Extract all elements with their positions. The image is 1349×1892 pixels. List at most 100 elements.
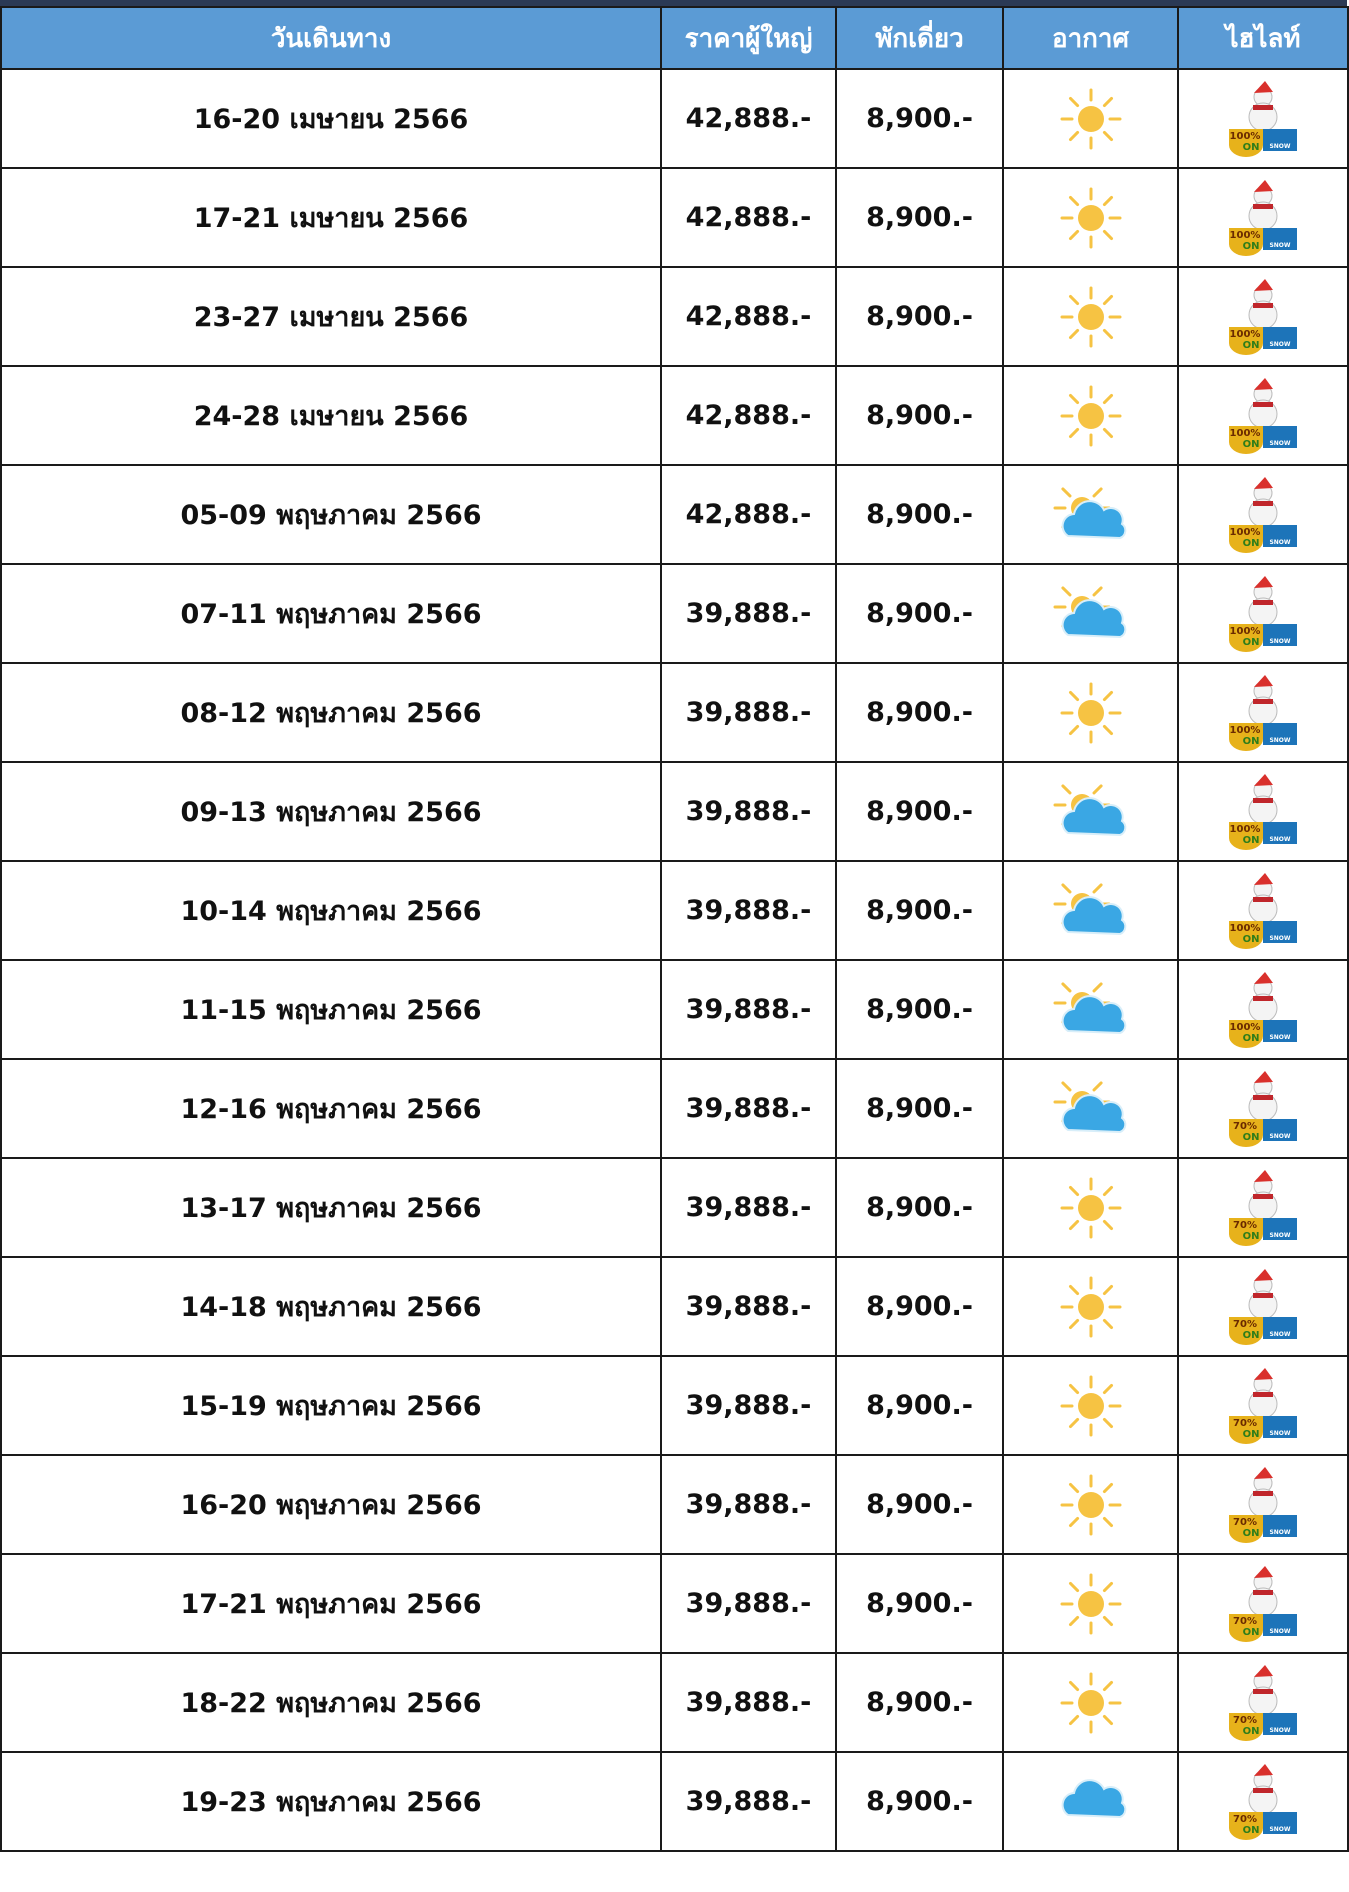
scarf	[1253, 1095, 1273, 1100]
badge-percent: 70%	[1233, 1517, 1257, 1528]
sun-disc	[1078, 700, 1104, 726]
sun-ray	[1070, 197, 1077, 204]
badge-percent: 100%	[1230, 1022, 1261, 1033]
tour-row: 08-12 พฤษภาคม 256639,888.-8,900.-100%ONS…	[1, 663, 1348, 762]
sun-disc	[1078, 1393, 1104, 1419]
highlight-cell: 70%ONSNOW	[1178, 1356, 1348, 1455]
single-cell: 8,900.-	[836, 564, 1003, 663]
badge-snow: SNOW	[1269, 1628, 1290, 1635]
badge-on: ON	[1243, 1528, 1260, 1539]
single-cell: 8,900.-	[836, 1653, 1003, 1752]
badge-snow: SNOW	[1269, 341, 1290, 348]
weather-cell	[1003, 267, 1178, 366]
date-cell: 10-14 พฤษภาคม 2566	[1, 861, 661, 960]
badge-snow: SNOW	[1269, 836, 1290, 843]
sun-ray	[1104, 1518, 1111, 1525]
single-cell: 8,900.-	[836, 1257, 1003, 1356]
sun-ray	[1104, 1385, 1111, 1392]
sun-ray	[1104, 1617, 1111, 1624]
badge-on: ON	[1243, 439, 1260, 450]
sun-ray	[1070, 1187, 1077, 1194]
snow-badge: 100%ONSNOW	[1223, 277, 1303, 357]
weather-icon	[1046, 876, 1136, 946]
badge-on: ON	[1243, 637, 1260, 648]
single-cell: 8,900.-	[836, 1752, 1003, 1851]
snowman-hat	[1254, 279, 1273, 291]
snow-badge: 100%ONSNOW	[1223, 178, 1303, 258]
highlight-cell: 100%ONSNOW	[1178, 663, 1348, 762]
snowman-hat	[1254, 1665, 1273, 1677]
sun-ray	[1070, 1617, 1077, 1624]
date-cell: 16-20 พฤษภาคม 2566	[1, 1455, 661, 1554]
snow-badge: 70%ONSNOW	[1223, 1267, 1303, 1347]
sun-ray	[1104, 1419, 1111, 1426]
adult-cell: 39,888.-	[661, 1554, 836, 1653]
sun-ray	[1070, 98, 1077, 105]
sun-ray	[1094, 983, 1101, 990]
scarf	[1253, 1392, 1273, 1397]
sun-ray	[1104, 296, 1111, 303]
badge-snow: SNOW	[1269, 935, 1290, 942]
sun-disc	[1078, 403, 1104, 429]
badge-percent: 100%	[1230, 527, 1261, 538]
sun-ray	[1104, 98, 1111, 105]
weather-cell	[1003, 366, 1178, 465]
sun-ray	[1104, 1187, 1111, 1194]
tour-row: 23-27 เมษายน 256642,888.-8,900.-100%ONSN…	[1, 267, 1348, 366]
sun-ray	[1104, 395, 1111, 402]
sun-ray	[1104, 429, 1111, 436]
header-cell: วันเดินทาง	[1, 7, 661, 69]
badge-on: ON	[1243, 538, 1260, 549]
badge-percent: 100%	[1230, 131, 1261, 142]
sun-ray	[1062, 488, 1069, 495]
weather-cell	[1003, 663, 1178, 762]
scarf	[1253, 1194, 1273, 1199]
sun-ray	[1104, 132, 1111, 139]
sun-disc	[1078, 1690, 1104, 1716]
snowman-hat	[1254, 81, 1273, 93]
date-cell: 16-20 เมษายน 2566	[1, 69, 661, 168]
weather-icon	[1046, 1569, 1136, 1639]
date-cell: 08-12 พฤษภาคม 2566	[1, 663, 661, 762]
weather-icon	[1046, 1173, 1136, 1243]
weather-cell	[1003, 69, 1178, 168]
sun-ray	[1070, 1419, 1077, 1426]
snowman-hat	[1254, 873, 1273, 885]
snowman-hat	[1254, 972, 1273, 984]
single-cell: 8,900.-	[836, 960, 1003, 1059]
sun-ray	[1104, 1583, 1111, 1590]
single-cell: 8,900.-	[836, 1059, 1003, 1158]
single-cell: 8,900.-	[836, 168, 1003, 267]
adult-cell: 42,888.-	[661, 69, 836, 168]
sun-ray	[1104, 1484, 1111, 1491]
badge-snow: SNOW	[1269, 1529, 1290, 1536]
badge-on: ON	[1243, 1231, 1260, 1242]
badge-percent: 70%	[1233, 1418, 1257, 1429]
sun-disc	[1078, 1591, 1104, 1617]
sun-ray	[1094, 587, 1101, 594]
badge-snow: SNOW	[1269, 1826, 1290, 1833]
date-cell: 11-15 พฤษภาคม 2566	[1, 960, 661, 1059]
badge-snow: SNOW	[1269, 1430, 1290, 1437]
weather-icon	[1046, 1272, 1136, 1342]
adult-cell: 39,888.-	[661, 762, 836, 861]
snowman-hat	[1254, 675, 1273, 687]
adult-cell: 39,888.-	[661, 1158, 836, 1257]
adult-cell: 39,888.-	[661, 1752, 836, 1851]
highlight-cell: 100%ONSNOW	[1178, 861, 1348, 960]
highlight-cell: 100%ONSNOW	[1178, 267, 1348, 366]
highlight-cell: 100%ONSNOW	[1178, 69, 1348, 168]
sun-ray	[1104, 197, 1111, 204]
weather-icon	[1046, 480, 1136, 550]
snowman-hat	[1254, 180, 1273, 192]
date-cell: 24-28 เมษายน 2566	[1, 366, 661, 465]
sun-ray	[1070, 395, 1077, 402]
badge-on: ON	[1243, 1033, 1260, 1044]
sun-ray	[1070, 1320, 1077, 1327]
